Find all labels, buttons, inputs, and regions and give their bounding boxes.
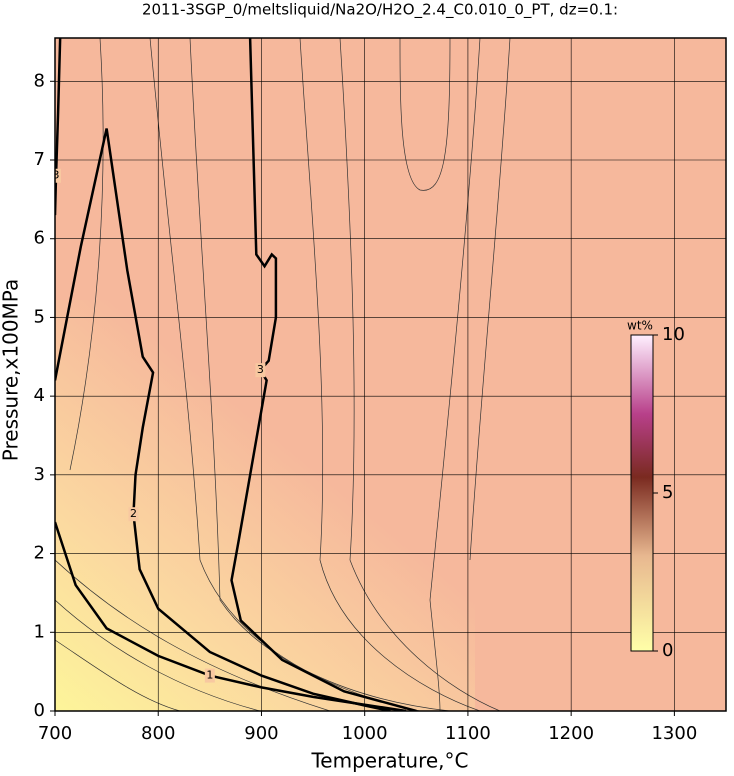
contours: 1 2 3 3: [53, 38, 726, 711]
x-tick-label: 800: [141, 723, 175, 744]
y-tick-label: 8: [34, 70, 45, 91]
colorbar-label: wt%: [627, 319, 653, 333]
x-tick-label: 900: [244, 723, 278, 744]
plot-shade: [55, 300, 475, 711]
plot-frame: [54, 37, 727, 712]
contour-label: 1: [206, 669, 213, 682]
y-tick-label: 7: [34, 149, 45, 170]
colorbar-tick-label: 5: [662, 482, 673, 503]
thin-contours: [55, 38, 511, 711]
contour-line: [55, 128, 391, 711]
y-tick-label: 6: [34, 228, 45, 249]
x-tick-label: 1100: [445, 723, 491, 744]
colorbar: [630, 334, 654, 652]
colorbar-tick-label: 0: [662, 640, 673, 661]
colorbar-tick-label: 10: [662, 324, 685, 345]
contour-label-bg: [255, 363, 266, 378]
y-tick-label: 5: [34, 306, 45, 327]
x-tick-label: 700: [38, 723, 72, 744]
contour-label-bg: [55, 168, 62, 183]
y-tick-label: 3: [34, 464, 45, 485]
contour-label: 3: [53, 169, 60, 182]
y-tick-label: 1: [34, 621, 45, 642]
contour-label-bg: [128, 507, 139, 522]
contour-label: 3: [257, 363, 264, 376]
y-axis-label: Pressure,x100MPa: [0, 279, 23, 461]
contour-label: 2: [130, 507, 137, 520]
x-tick-label: 1200: [548, 723, 594, 744]
x-tick-label: 1000: [342, 723, 388, 744]
y-tick-label: 4: [34, 385, 45, 406]
x-tick-label: 1300: [651, 723, 697, 744]
x-axis-label: Temperature,°C: [310, 749, 468, 773]
chart-title: 2011-3SGP_0/meltsliquid/Na2O/H2O_2.4_C0.…: [142, 1, 618, 20]
contour-label-bg: [204, 668, 215, 683]
y-tick-label: 0: [34, 700, 45, 721]
y-tick-label: 2: [34, 543, 45, 564]
